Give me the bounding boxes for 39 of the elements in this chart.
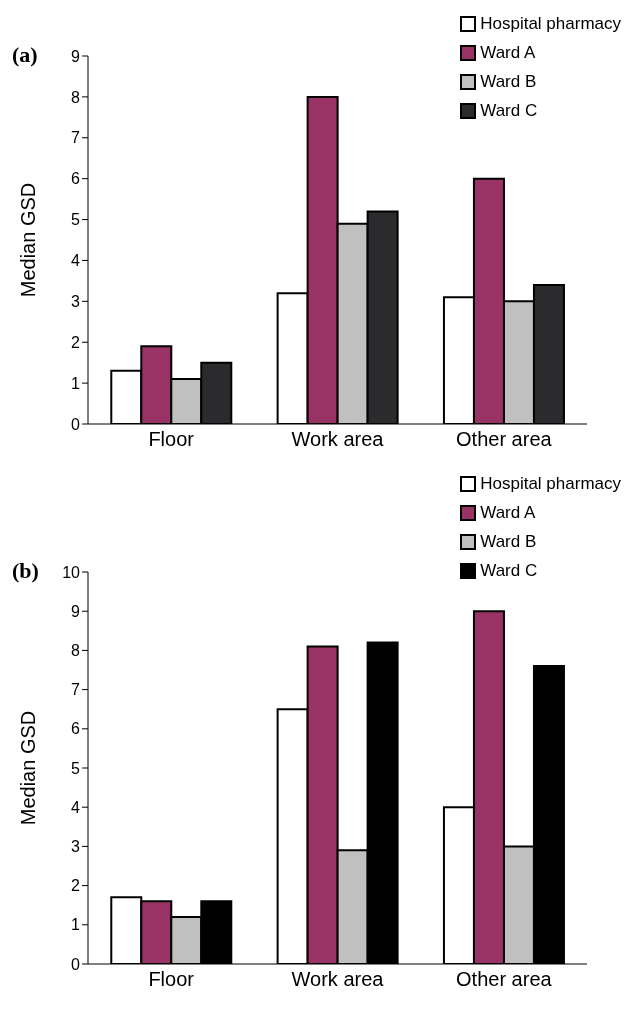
- y-tick-label: 9: [71, 47, 81, 65]
- chart-title: (b): [12, 558, 39, 584]
- x-tick-label: Floor: [148, 428, 195, 451]
- y-tick-label: 0: [71, 955, 81, 973]
- x-tick-label: Work area: [291, 968, 385, 991]
- legend-label: Ward C: [480, 101, 538, 121]
- y-axis-title: Median GSD: [17, 182, 40, 298]
- legend-label: Ward C: [480, 561, 538, 581]
- y-tick-label: 1: [71, 916, 81, 934]
- y-tick-label: 10: [62, 563, 81, 581]
- legend-label: Hospital pharmacy: [480, 14, 621, 34]
- y-tick-label: 3: [71, 838, 81, 856]
- y-axis-title: Median GSD: [17, 710, 40, 826]
- y-tick-label: 4: [71, 798, 81, 816]
- y-tick-label: 4: [71, 252, 81, 270]
- x-tick-label: Floor: [148, 968, 195, 991]
- y-tick-label: 3: [71, 293, 81, 311]
- y-tick-label: 5: [71, 759, 81, 777]
- x-tick-label: Other area: [456, 428, 553, 451]
- x-tick-label: Other area: [456, 968, 553, 991]
- y-tick-label: 1: [71, 374, 81, 392]
- chart-title: (a): [12, 42, 38, 68]
- legend-label: Ward A: [480, 43, 536, 63]
- y-tick-label: 5: [71, 211, 81, 229]
- y-tick-label: 8: [71, 642, 81, 660]
- y-tick-label: 7: [71, 129, 81, 147]
- legend-label: Ward A: [480, 503, 536, 523]
- legend-label: Hospital pharmacy: [480, 474, 621, 494]
- y-tick-label: 6: [71, 720, 81, 738]
- y-tick-label: 2: [71, 333, 81, 351]
- x-tick-label: Work area: [291, 428, 385, 451]
- legend-label: Ward B: [480, 532, 537, 552]
- y-tick-label: 7: [71, 681, 81, 699]
- y-tick-label: 2: [71, 877, 81, 895]
- y-tick-label: 8: [71, 88, 81, 106]
- y-tick-label: 6: [71, 170, 81, 188]
- legend-label: Ward B: [480, 72, 537, 92]
- y-tick-label: 0: [71, 415, 81, 433]
- y-tick-label: 9: [71, 602, 81, 620]
